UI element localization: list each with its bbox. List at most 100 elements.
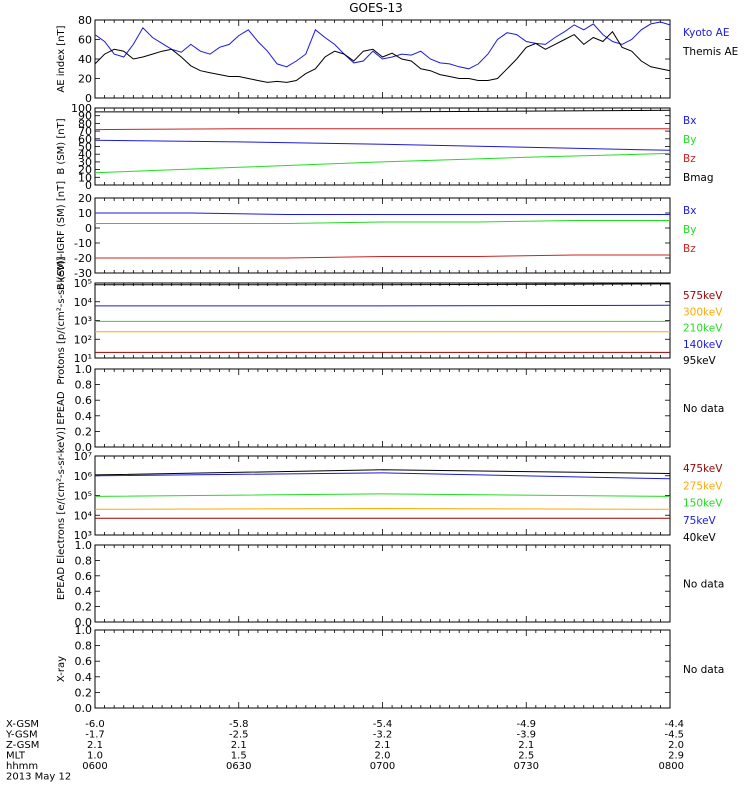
ephemeris-value: -3.2 <box>373 730 393 741</box>
ephemeris-value: 0630 <box>226 761 251 772</box>
ephemeris-value: -6.0 <box>85 719 105 730</box>
y-tick-label: 80 <box>78 14 92 27</box>
y-tick-label: 1.0 <box>75 539 93 552</box>
series-line <box>95 212 670 215</box>
y-tick-label: 50 <box>78 141 92 154</box>
ephemeris-value: 2.1 <box>87 740 103 751</box>
panel-3: -30 -20 -10 0 10 20 B (SM)-IGRF (SM) [nT] Bx By B… <box>56 181 696 290</box>
x-axis-ephemeris: X-GSM -6.0 -5.8 -5.4 -4.9 -4.4 Y-GSM -1.7 -2.5 -3… <box>5 719 684 783</box>
y-tick-label: 10⁶ <box>74 470 93 483</box>
ephemeris-row-label: X-GSM <box>6 719 39 730</box>
y-axis-label: B (SM)-IGRF (SM) [nT] <box>56 181 67 290</box>
ephemeris-value: 2.1 <box>375 740 391 751</box>
y-tick-label: 20 <box>78 164 92 177</box>
y-tick-label: 30 <box>78 156 92 169</box>
no-data-label: No data <box>683 579 724 591</box>
y-tick-label: 0.4 <box>75 410 93 423</box>
ephemeris-value: 0700 <box>370 761 395 772</box>
series-line <box>94 469 671 476</box>
y-tick-label: 70 <box>78 125 92 138</box>
y-tick-label: 0.8 <box>75 554 93 567</box>
y-tick-label: -20 <box>74 252 92 265</box>
y-tick-label: 0.8 <box>75 379 93 392</box>
y-tick-label: 0 <box>85 222 92 235</box>
legend-label: Bz <box>683 243 696 255</box>
no-data-label: No data <box>683 403 724 415</box>
y-tick-label: 10⁵ <box>74 490 92 503</box>
ephemeris-row-label: Z-GSM <box>6 740 39 751</box>
legend-label: Bx <box>683 115 696 127</box>
legend-label: 75keV <box>683 515 717 527</box>
ephemeris-value: 1.5 <box>231 751 247 762</box>
y-tick-label: 10² <box>74 333 92 346</box>
ephemeris-row-label: hhmm <box>6 761 38 772</box>
y-tick-label: 10 <box>78 171 92 184</box>
panel-frame <box>94 282 671 359</box>
y-tick-label: 0.6 <box>75 655 93 668</box>
date-label: 2013 May 12 <box>6 772 71 783</box>
y-tick-label: 0.2 <box>75 601 93 614</box>
y-axis-label: Protons [p/(cm²-s-sr-keV)] <box>56 256 67 384</box>
y-tick-label: 10¹ <box>74 352 92 365</box>
y-axis-label: EPEAD <box>56 567 67 601</box>
panel-frame <box>94 544 671 623</box>
y-tick-label: 0.2 <box>75 425 93 438</box>
y-tick-label: 20 <box>78 73 92 86</box>
legend-label: Bmag <box>683 172 714 184</box>
legend-label: 150keV <box>683 498 723 510</box>
y-tick-label: 10⁴ <box>74 296 93 309</box>
y-axis-label: B (SM) [nT] <box>56 118 67 174</box>
y-tick-label: 0.6 <box>75 394 93 407</box>
legend-label: 575keV <box>683 290 723 302</box>
ephemeris-value: 1.0 <box>87 751 103 762</box>
series-line <box>94 507 671 510</box>
y-tick-label: 60 <box>78 133 92 146</box>
series-line <box>95 283 671 286</box>
panel-8: 0.0 0.2 0.4 0.6 0.8 1.0 X-ray No data <box>56 624 724 715</box>
y-tick-label: 10⁴ <box>74 509 93 522</box>
ephemeris-value: -5.4 <box>373 719 393 730</box>
panel-1: 0 20 40 60 80 AE index [nT] Kyoto AE Themis AE <box>56 14 738 105</box>
series-line <box>94 152 671 174</box>
ephemeris-value: 0600 <box>82 761 107 772</box>
y-tick-label: 80 <box>78 117 92 130</box>
legend-label: 300keV <box>683 306 723 318</box>
series-line <box>95 304 671 307</box>
y-tick-label: 10³ <box>74 529 92 542</box>
legend-label: 95keV <box>683 355 717 367</box>
legend-label: 475keV <box>683 463 723 475</box>
y-axis-label: Electrons [e/(cm²-s-sr-keV)] <box>56 427 67 564</box>
ephemeris-value: -5.8 <box>229 719 249 730</box>
y-tick-label: 1.0 <box>75 624 93 637</box>
ephemeris-value: -4.9 <box>516 719 536 730</box>
y-tick-label: 10⁷ <box>74 450 92 463</box>
y-tick-label: 0.4 <box>75 585 93 598</box>
series-line <box>94 139 671 151</box>
y-tick-label: 40 <box>78 148 92 161</box>
ephemeris-value: -3.9 <box>516 730 536 741</box>
legend-label: 210keV <box>683 323 723 335</box>
y-tick-label: -30 <box>74 267 92 280</box>
legend-label: Themis AE <box>682 46 738 58</box>
y-tick-label: 60 <box>78 34 92 47</box>
panel-frame <box>94 629 671 709</box>
ephemeris-value: 2.9 <box>668 751 684 762</box>
panel-frame <box>94 197 671 274</box>
ephemeris-value: -1.7 <box>85 730 105 741</box>
y-axis-label: EPEAD <box>56 391 67 425</box>
y-tick-label: 0.0 <box>75 702 93 715</box>
legend-label: 140keV <box>683 339 723 351</box>
legend-label: 40keV <box>683 532 717 544</box>
y-tick-label: 0 <box>85 92 92 105</box>
ephemeris-value: -2.5 <box>229 730 249 741</box>
y-tick-label: 0 <box>85 179 92 192</box>
ephemeris-value: 2.1 <box>518 740 534 751</box>
y-tick-label: 10 <box>78 207 92 220</box>
legend-label: Bz <box>683 153 696 165</box>
ephemeris-value: 0800 <box>659 761 684 772</box>
y-axis-label: AE index [nT] <box>56 25 67 92</box>
legend-label: Bx <box>683 205 696 217</box>
series-line <box>94 21 671 70</box>
